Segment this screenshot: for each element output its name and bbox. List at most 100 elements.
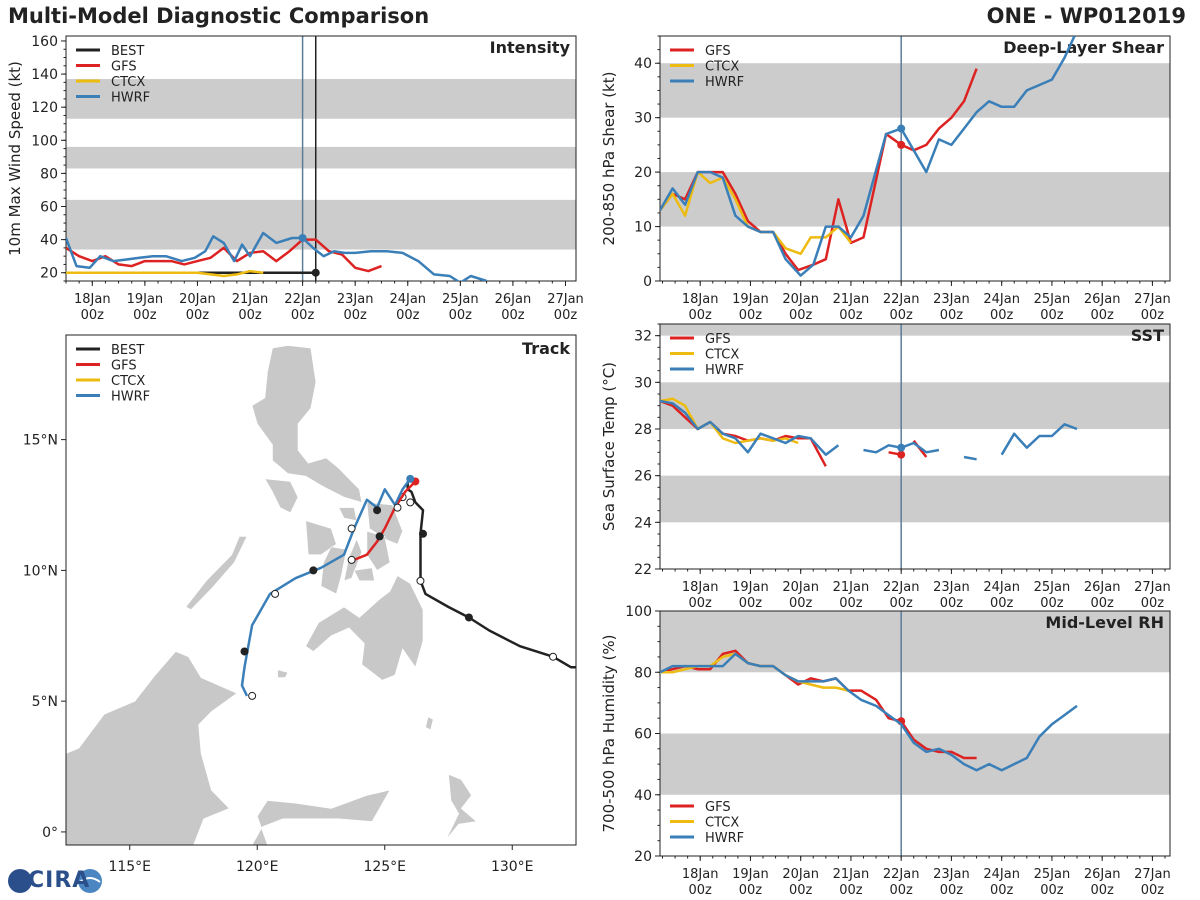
x-tick-sublabel: 00z bbox=[789, 596, 813, 611]
x-tick-sublabel: 00z bbox=[554, 308, 578, 323]
x-tick-sublabel: 00z bbox=[789, 308, 813, 323]
x-tick-label: 20Jan bbox=[179, 292, 216, 307]
series-group bbox=[660, 36, 1076, 277]
panel-shear: 01020304018Jan00z19Jan00z20Jan00z21Jan00… bbox=[600, 35, 1171, 323]
x-tick-label: 20Jan bbox=[782, 580, 819, 595]
series-line-hwrf bbox=[963, 455, 977, 461]
storm-id: ONE - WP012019 bbox=[986, 4, 1186, 28]
x-tick-label: 21Jan bbox=[833, 580, 870, 595]
x-tick-sublabel: 00z bbox=[739, 883, 763, 898]
lat-tick-label: 15°N bbox=[23, 433, 58, 449]
legend-label-gfs: GFS bbox=[111, 60, 137, 75]
x-tick-sublabel: 00z bbox=[238, 308, 262, 323]
y-tick-label: 20 bbox=[40, 266, 58, 282]
shaded-band bbox=[660, 475, 1170, 523]
land-mindanao bbox=[305, 575, 424, 681]
x-tick-label: 22Jan bbox=[284, 292, 321, 307]
x-tick-sublabel: 00z bbox=[839, 308, 863, 323]
x-tick-label: 23Jan bbox=[933, 292, 970, 307]
shaded-band bbox=[66, 199, 576, 250]
series-line-ctcx bbox=[66, 269, 264, 278]
series-line-hwrf bbox=[660, 652, 1078, 772]
x-tick-label: 24Jan bbox=[983, 867, 1020, 882]
lon-tick-label: 115°E bbox=[108, 859, 151, 875]
track-line-best bbox=[406, 481, 576, 669]
x-tick-sublabel: 00z bbox=[1040, 596, 1064, 611]
x-tick-label: 27Jan bbox=[1134, 867, 1171, 882]
cira-logo: CIRA bbox=[6, 866, 106, 896]
plot-frame bbox=[65, 35, 577, 282]
x-tick-sublabel: 00z bbox=[839, 883, 863, 898]
x-tick-label: 19Jan bbox=[127, 292, 164, 307]
track-position-marker bbox=[347, 524, 356, 533]
y-tick-label: 24 bbox=[634, 515, 652, 531]
x-tick-sublabel: 00z bbox=[889, 883, 913, 898]
panel-track: 115°E 120°E 125°E 130°E 0° 5°N 10°N 15°N Track BE… bbox=[23, 334, 577, 875]
land-mindoro bbox=[264, 478, 299, 514]
legend-label-gfs: GFS bbox=[705, 44, 731, 59]
track-end-marker-hwrf bbox=[406, 474, 415, 483]
track-position-marker bbox=[464, 613, 473, 622]
x-tick-label: 24Jan bbox=[983, 580, 1020, 595]
panel-title: Track bbox=[522, 339, 570, 358]
series-group bbox=[660, 397, 1078, 467]
series-marker-best bbox=[311, 268, 320, 277]
x-tick-sublabel: 00z bbox=[81, 308, 105, 323]
x-tick-sublabel: 00z bbox=[186, 308, 210, 323]
legend-label-gfs: GFS bbox=[705, 800, 731, 815]
series-marker-hwrf bbox=[897, 124, 906, 133]
x-tick-sublabel: 00z bbox=[940, 596, 964, 611]
x-tick-sublabel: 00z bbox=[739, 596, 763, 611]
track-position-marker bbox=[309, 566, 318, 575]
track-position-marker bbox=[416, 576, 425, 585]
lat-tick-label: 0° bbox=[42, 825, 58, 841]
x-tick-sublabel: 00z bbox=[1141, 596, 1165, 611]
track-line-gfs bbox=[353, 480, 417, 562]
x-tick-sublabel: 00z bbox=[1090, 596, 1114, 611]
y-tick-label: 30 bbox=[634, 111, 652, 127]
land-talaud bbox=[425, 716, 434, 731]
x-tick-label: 18Jan bbox=[682, 867, 719, 882]
x-tick-sublabel: 00z bbox=[1141, 883, 1165, 898]
legend-label-ctcx: CTCX bbox=[705, 816, 739, 831]
legend-label-ctcx: CTCX bbox=[705, 348, 739, 363]
x-tick-label: 24Jan bbox=[389, 292, 426, 307]
x-tick-label: 21Jan bbox=[833, 292, 870, 307]
land-bohol bbox=[353, 567, 375, 582]
x-tick-label: 25Jan bbox=[1034, 580, 1071, 595]
y-tick-label: 22 bbox=[634, 562, 652, 578]
land-group bbox=[66, 345, 478, 845]
lat-tick-label: 5°N bbox=[32, 694, 58, 710]
series-marker-hwrf bbox=[897, 443, 906, 452]
legend-label-ctcx: CTCX bbox=[111, 374, 145, 389]
x-tick-sublabel: 00z bbox=[343, 308, 367, 323]
panel-title: SST bbox=[1131, 326, 1164, 345]
x-tick-label: 27Jan bbox=[1134, 580, 1171, 595]
x-tick-label: 18Jan bbox=[682, 580, 719, 595]
y-axis-label: 700-500 hPa Humidity (%) bbox=[600, 634, 618, 832]
x-tick-label: 19Jan bbox=[732, 292, 769, 307]
land-palawan bbox=[185, 536, 248, 610]
y-tick-label: 60 bbox=[634, 727, 652, 743]
series-line-hwrf bbox=[66, 231, 487, 281]
x-tick-label: 23Jan bbox=[337, 292, 374, 307]
y-axis-label: 10m Max Wind Speed (kt) bbox=[6, 61, 24, 256]
series-line-gfs bbox=[66, 238, 382, 273]
y-tick-label: 30 bbox=[634, 375, 652, 391]
x-tick-sublabel: 00z bbox=[396, 308, 420, 323]
track-group bbox=[240, 474, 576, 700]
series-marker-gfs bbox=[897, 140, 906, 149]
map-frame bbox=[65, 334, 577, 846]
x-tick-sublabel: 00z bbox=[1040, 308, 1064, 323]
y-tick-label: 120 bbox=[31, 100, 58, 116]
track-position-marker bbox=[375, 532, 384, 541]
legend-label-gfs: GFS bbox=[111, 359, 137, 374]
shaded-band bbox=[660, 382, 1170, 429]
y-tick-label: 40 bbox=[634, 788, 652, 804]
x-tick-sublabel: 00z bbox=[889, 596, 913, 611]
panel-rh: 2040608010018Jan00z19Jan00z20Jan00z21Jan… bbox=[600, 604, 1171, 898]
x-tick-sublabel: 00z bbox=[1040, 883, 1064, 898]
legend-label-best: BEST bbox=[111, 44, 144, 59]
series-group bbox=[66, 231, 487, 281]
y-tick-label: 28 bbox=[634, 422, 652, 438]
